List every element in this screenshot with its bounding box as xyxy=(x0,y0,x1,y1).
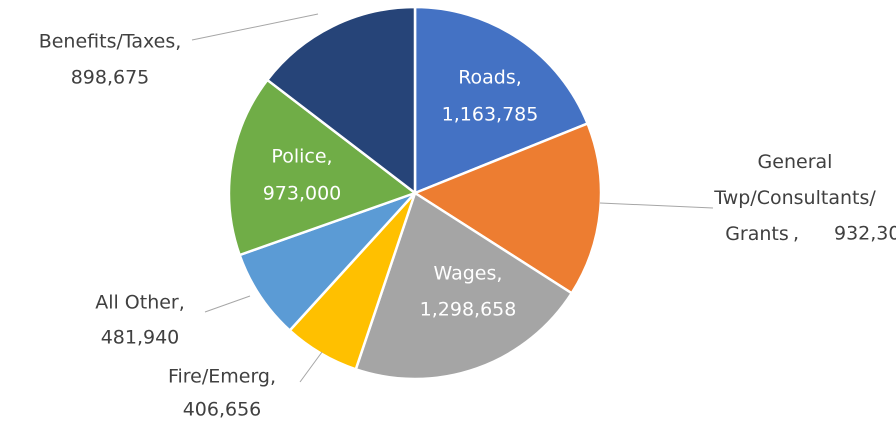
slice-value-label: 932,300 xyxy=(834,223,896,245)
separator: , xyxy=(270,366,276,388)
slice-value-label: 1,298,658 xyxy=(420,299,517,321)
separator: , xyxy=(327,146,333,168)
slice-value-label: 898,675 xyxy=(71,67,150,89)
slice-category: Benefits/Taxes, xyxy=(39,31,182,53)
label-line: Twp/Consultants/ xyxy=(713,187,876,209)
slice-category: Roads, xyxy=(458,67,522,89)
pie-slice xyxy=(413,5,590,195)
label-line: General xyxy=(758,151,833,173)
separator: , xyxy=(179,292,185,314)
slice-category: Fire/Emerg, xyxy=(168,366,276,388)
slice-category: Police, xyxy=(271,146,332,168)
slice-category: All Other, xyxy=(95,292,185,314)
leader-line xyxy=(204,295,251,313)
labels: Roads, 1,163,785 General Twp/Consultants/Gr… xyxy=(39,13,896,421)
slice-value-label: 406,656 xyxy=(183,399,262,421)
slice-category: General Twp/Consultants/Grants xyxy=(713,151,876,245)
slice-value-label: 481,940 xyxy=(101,327,180,349)
pie-slice xyxy=(412,121,603,295)
pie-slice xyxy=(265,5,417,196)
label-line: Grants xyxy=(725,223,789,245)
pie xyxy=(227,5,603,381)
slice-category: Wages, xyxy=(434,263,503,285)
pie-slice xyxy=(227,78,418,257)
leader-line xyxy=(299,351,323,383)
separator: , xyxy=(793,223,799,245)
leader-line xyxy=(191,13,319,41)
separator: , xyxy=(516,67,522,89)
slice-value-label: 973,000 xyxy=(263,183,342,205)
slice-value-label: 1,163,785 xyxy=(442,104,539,126)
separator: , xyxy=(175,31,181,53)
leader-line xyxy=(599,202,714,209)
pie-slice xyxy=(238,191,416,333)
pie-slice xyxy=(354,191,574,381)
separator: , xyxy=(496,263,502,285)
